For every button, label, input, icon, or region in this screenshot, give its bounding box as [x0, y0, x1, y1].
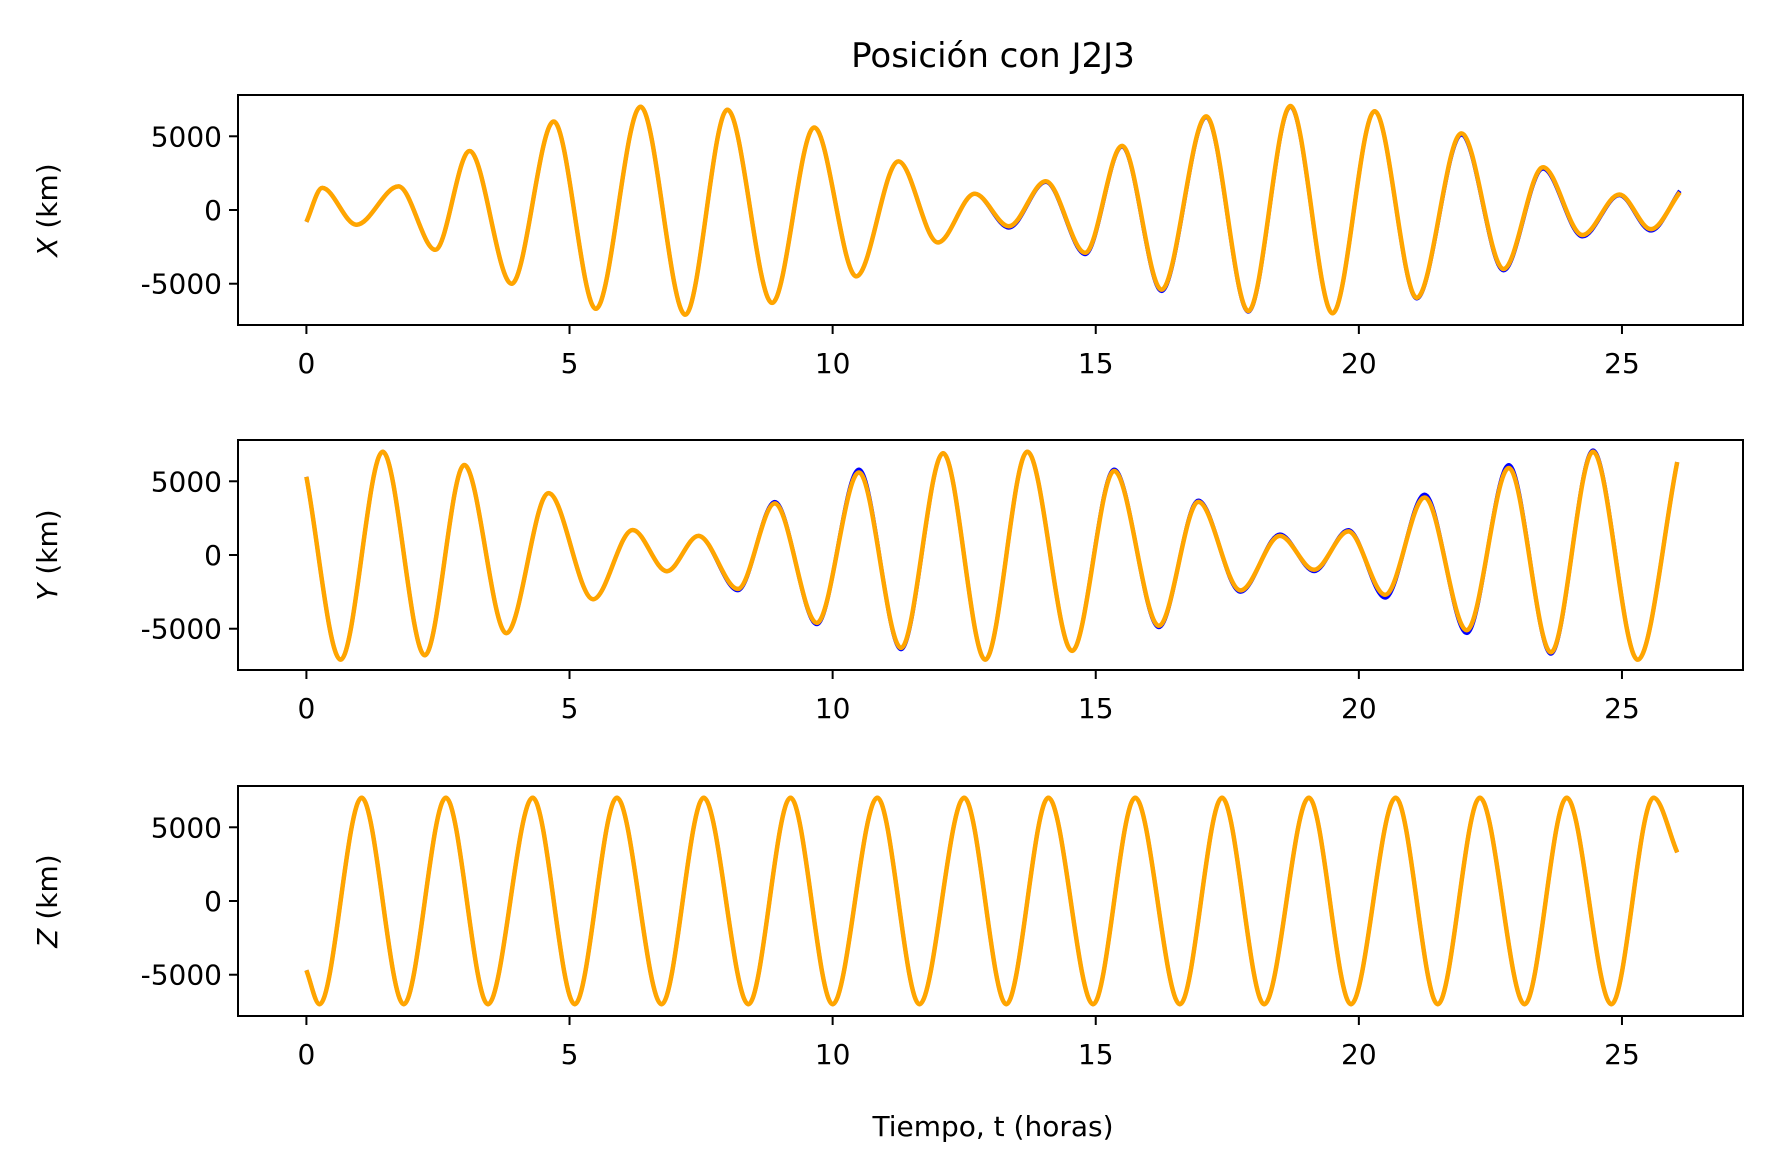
x-axis-label: Tiempo, t (horas) [871, 1110, 1113, 1143]
y-axis-label: Z (km) [31, 854, 64, 948]
x-tick-label: 10 [815, 692, 851, 725]
x-tick-label: 0 [297, 1038, 315, 1071]
y-tick-label: 0 [204, 194, 222, 227]
y-tick-label: 5000 [151, 120, 222, 153]
series-line-j2j3 [304, 103, 1682, 317]
x-tick-label: 20 [1341, 1038, 1377, 1071]
y-tick-label: 5000 [151, 465, 222, 498]
x-tick-label: 5 [561, 347, 579, 380]
y-tick-label: 0 [204, 539, 222, 572]
x-tick-label: 25 [1604, 347, 1640, 380]
x-tick-label: 10 [815, 347, 851, 380]
y-tick-label: 5000 [151, 811, 222, 844]
y-tick-label: -5000 [141, 959, 222, 992]
x-tick-label: 15 [1078, 692, 1114, 725]
y-tick-label: -5000 [141, 268, 222, 301]
series-line-j2j3 [304, 449, 1680, 662]
y-axis-label: Y (km) [31, 509, 64, 600]
x-tick-label: 5 [561, 1038, 579, 1071]
x-tick-label: 0 [297, 347, 315, 380]
x-tick-label: 0 [297, 692, 315, 725]
y-tick-label: -5000 [141, 613, 222, 646]
subplot-y: 0 5 10 15 20 25 -5000 0 5000 Y (km) [31, 439, 1744, 725]
figure-title: Posición con J2J3 [851, 36, 1135, 76]
series-line-j2j3 [304, 795, 1680, 1007]
subplot-x: 0 5 10 15 20 25 -5000 0 5000 X (km) [31, 94, 1744, 380]
x-tick-label: 25 [1604, 1038, 1640, 1071]
subplot-z: 0 5 10 15 20 25 -5000 0 5000 Z (km) [31, 785, 1744, 1071]
x-tick-label: 10 [815, 1038, 851, 1071]
x-tick-label: 15 [1078, 347, 1114, 380]
x-tick-label: 5 [561, 692, 579, 725]
x-tick-label: 20 [1341, 692, 1377, 725]
y-tick-label: 0 [204, 885, 222, 918]
x-tick-label: 15 [1078, 1038, 1114, 1071]
x-tick-label: 25 [1604, 692, 1640, 725]
y-axis-label: X (km) [31, 163, 64, 258]
x-tick-label: 20 [1341, 347, 1377, 380]
